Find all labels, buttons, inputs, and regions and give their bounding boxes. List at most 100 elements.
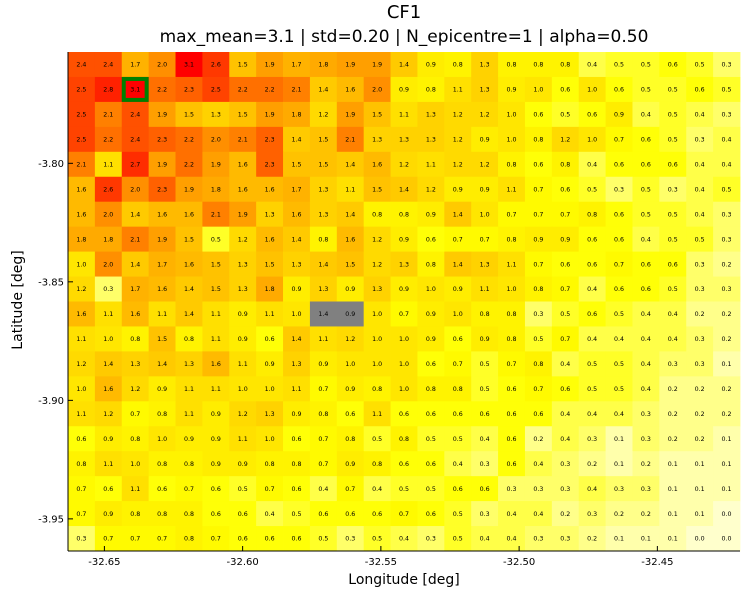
cell-value-label: 1.6: [265, 236, 275, 243]
cell-value-label: 1.5: [184, 236, 194, 243]
cell-value-label: 0.4: [695, 112, 705, 119]
cell-value-label: 0.4: [695, 161, 705, 168]
cell-value-label: 0.6: [426, 461, 436, 468]
cell-value-label: 0.1: [722, 361, 732, 368]
cell-value-label: 0.4: [399, 536, 409, 543]
heatmap-cell: [309, 526, 338, 552]
cell-value-label: 0.1: [722, 486, 732, 493]
cell-value-label: 1.3: [399, 261, 409, 268]
heatmap-cell: [686, 226, 714, 252]
cell-value-label: 0.8: [399, 436, 409, 443]
cell-value-label: 1.7: [291, 62, 301, 69]
heatmap-cell: [498, 276, 526, 302]
cell-value-label: 1.3: [480, 87, 490, 94]
cell-value-label: 2.1: [211, 211, 221, 218]
heatmap-cell: [524, 201, 553, 228]
heatmap-cell: [175, 251, 203, 277]
heatmap-cell: [229, 201, 257, 228]
cell-value-label: 0.6: [103, 486, 113, 493]
heatmap-cell: [363, 52, 391, 78]
heatmap-cell: [94, 301, 123, 327]
heatmap-cell: [551, 401, 580, 427]
cell-value-label: 0.3: [695, 286, 705, 293]
heatmap-cell: [686, 476, 714, 502]
cell-value-label: 0.3: [103, 286, 113, 293]
cell-value-label: 0.2: [641, 461, 651, 468]
cell-value-label: 0.8: [533, 62, 543, 69]
heatmap-cell: [713, 401, 741, 427]
heatmap-cell: [417, 401, 445, 427]
cell-value-label: 1.2: [238, 411, 248, 418]
cell-value-label: 0.7: [560, 211, 570, 218]
heatmap-cell: [578, 326, 606, 352]
cell-value-label: 1.5: [345, 261, 355, 268]
heatmap-cell: [309, 501, 338, 527]
heatmap-cell: [632, 401, 660, 427]
heatmap-cell: [148, 52, 176, 78]
heatmap-cell: [524, 476, 553, 502]
cell-value-label: 0.5: [614, 361, 624, 368]
heatmap-cell: [551, 101, 580, 128]
cell-value-label: 0.6: [560, 186, 570, 193]
cell-value-label: 0.7: [453, 236, 463, 243]
heatmap-cell: [471, 426, 499, 452]
cell-value-label: 0.7: [345, 486, 355, 493]
heatmap-cell: [498, 251, 526, 277]
cell-value-label: 0.9: [265, 361, 275, 368]
cell-value-label: 0.3: [480, 461, 490, 468]
cell-value-label: 0.3: [507, 486, 517, 493]
heatmap-cell: [551, 526, 580, 552]
cell-value-label: 0.6: [426, 411, 436, 418]
cell-value-label: 0.8: [453, 386, 463, 393]
cell-value-label: 0.6: [560, 386, 570, 393]
cell-value-label: 0.6: [614, 236, 624, 243]
heatmap-cell: [148, 76, 176, 103]
heatmap-cell: [471, 401, 499, 427]
cell-value-label: 1.2: [480, 112, 490, 119]
heatmap-cell: [68, 301, 96, 327]
heatmap-cell: [417, 126, 445, 153]
heatmap-cell: [229, 251, 257, 277]
heatmap-cell: [283, 526, 311, 552]
heatmap-cell: [121, 126, 150, 153]
cell-value-label: 1.0: [372, 361, 382, 368]
heatmap-cell: [94, 451, 123, 477]
cell-value-label: 0.9: [238, 311, 248, 318]
cell-value-label: 1.1: [453, 87, 463, 94]
heatmap-cell: [202, 52, 230, 78]
heatmap-cell: [336, 52, 365, 78]
cell-value-label: 1.4: [130, 261, 140, 268]
heatmap-cell: [229, 101, 257, 128]
cell-value-label: 0.4: [668, 336, 678, 343]
cell-value-label: 0.4: [587, 161, 597, 168]
cell-value-label: 2.2: [157, 87, 167, 94]
heatmap-cell: [148, 301, 176, 327]
cell-value-label: 2.1: [130, 236, 140, 243]
cell-value-label: 0.5: [641, 62, 651, 69]
heatmap-cell: [417, 301, 445, 327]
cell-value-label: 0.5: [426, 436, 436, 443]
cell-value-label: 0.3: [695, 361, 705, 368]
cell-value-label: 0.4: [641, 336, 651, 343]
cell-value-label: 1.2: [130, 386, 140, 393]
cell-value-label: 0.2: [722, 411, 732, 418]
heatmap-cell: [713, 526, 741, 552]
heatmap-cell: [498, 401, 526, 427]
cell-value-label: 1.4: [345, 211, 355, 218]
cell-value-label: 0.6: [614, 211, 624, 218]
heatmap-cell: [68, 52, 96, 78]
cell-value-label: 0.9: [533, 236, 543, 243]
cell-value-label: 2.2: [103, 137, 113, 144]
cell-value-label: 0.2: [668, 386, 678, 393]
cell-value-label: 0.3: [722, 236, 732, 243]
heatmap-cell: [390, 226, 418, 252]
cell-value-label: 1.0: [372, 336, 382, 343]
heatmap-cell: [336, 251, 365, 277]
heatmap-cell: [121, 101, 150, 128]
heatmap-cell: [390, 451, 418, 477]
heatmap-cell: [202, 501, 230, 527]
cell-value-label: 0.4: [372, 486, 382, 493]
cell-value-label: 0.8: [76, 461, 86, 468]
heatmap-cells: [68, 52, 741, 552]
cell-value-label: 1.6: [238, 186, 248, 193]
